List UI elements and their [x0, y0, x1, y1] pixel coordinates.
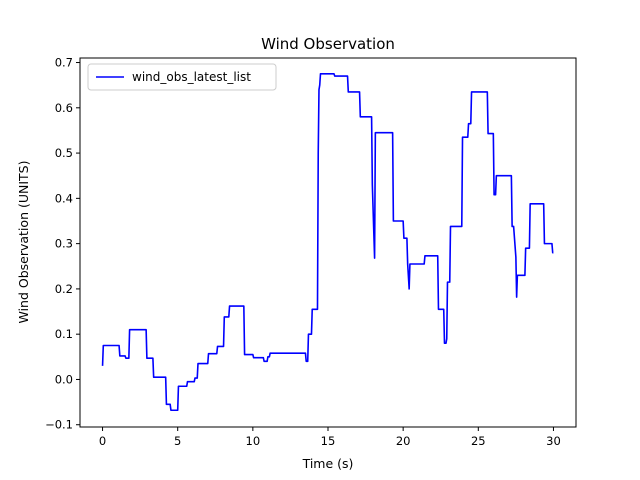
- y-tick-label: −0.1: [45, 418, 73, 432]
- series-line-0: [101, 73, 554, 412]
- y-tick-label: 0.4: [55, 191, 73, 205]
- y-tick-label: 0.7: [55, 56, 73, 70]
- legend: wind_obs_latest_list: [87, 63, 277, 91]
- y-tick-label: 0.6: [55, 101, 73, 115]
- y-tick-label: 0.3: [55, 237, 73, 251]
- x-axis-label: Time (s): [302, 456, 354, 471]
- series-layer: [101, 73, 554, 412]
- chart-title: Wind Observation: [261, 35, 395, 53]
- y-axis-ticks: −0.1 0.0 0.1 0.2 0.3 0.4 0.5 0.6 0.7: [45, 56, 80, 432]
- x-tick-label: 10: [246, 434, 261, 448]
- x-axis-ticks: 0 5 10 15 20 25 30: [99, 427, 561, 448]
- y-tick-label: 0.0: [55, 372, 73, 386]
- plot-area: [80, 58, 576, 427]
- legend-box: [87, 63, 277, 91]
- x-tick-label: 25: [471, 434, 486, 448]
- legend-entry: wind_obs_latest_list: [132, 70, 251, 84]
- x-tick-label: 30: [546, 434, 561, 448]
- x-tick-label: 5: [174, 434, 181, 448]
- y-tick-label: 0.5: [55, 146, 73, 160]
- x-tick-label: 0: [99, 434, 106, 448]
- x-tick-label: 15: [321, 434, 336, 448]
- y-tick-label: 0.1: [55, 327, 73, 341]
- x-tick-label: 20: [396, 434, 411, 448]
- y-tick-label: 0.2: [55, 282, 73, 296]
- y-axis-label: Wind Observation (UNITS): [16, 161, 31, 324]
